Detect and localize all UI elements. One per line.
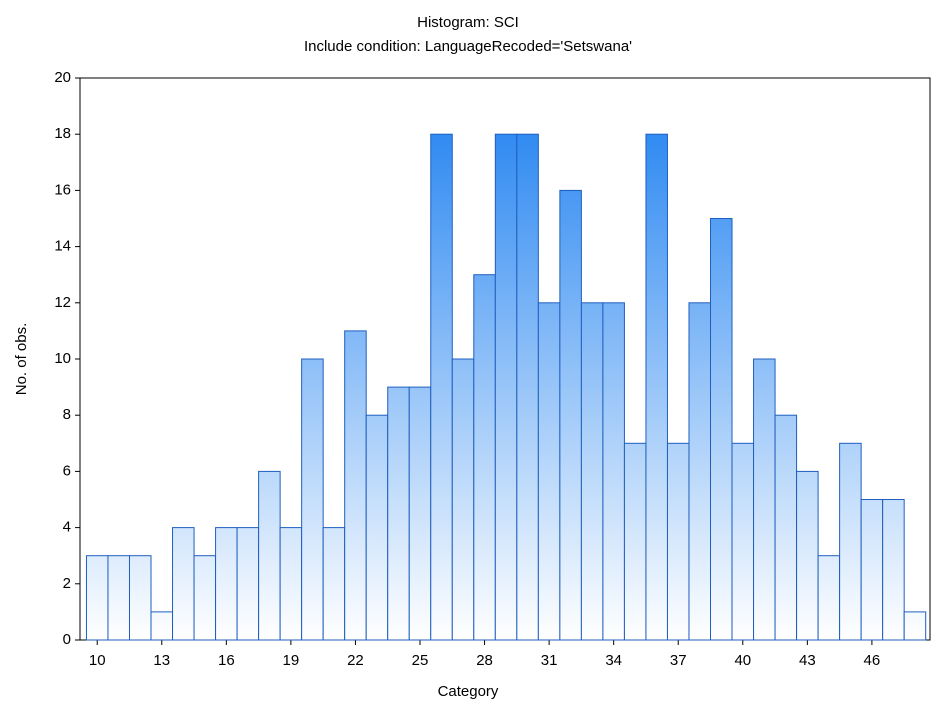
y-tick-label: 0 bbox=[63, 631, 71, 648]
bar bbox=[731, 442, 755, 641]
y-tick-label: 4 bbox=[63, 519, 71, 536]
bar bbox=[882, 499, 905, 641]
bar bbox=[623, 442, 647, 641]
x-tick-label: 31 bbox=[541, 652, 558, 669]
x-tick-label: 22 bbox=[347, 652, 364, 669]
x-tick-label: 19 bbox=[283, 652, 300, 669]
y-tick-label: 2 bbox=[63, 575, 71, 592]
bar bbox=[860, 499, 884, 641]
x-tick-label: 40 bbox=[734, 652, 751, 669]
x-tick-label: 10 bbox=[89, 652, 106, 669]
bar bbox=[903, 611, 927, 641]
chart-subtitle: Include condition: LanguageRecoded='Sets… bbox=[304, 38, 632, 55]
bar bbox=[193, 555, 217, 641]
bar bbox=[839, 442, 862, 641]
bar bbox=[666, 442, 690, 641]
x-tick-label: 43 bbox=[799, 652, 816, 669]
y-tick-label: 20 bbox=[54, 69, 71, 86]
chart-title: Histogram: SCI bbox=[417, 14, 519, 31]
bar bbox=[344, 330, 367, 641]
bar bbox=[645, 133, 668, 641]
y-tick-label: 14 bbox=[54, 238, 71, 255]
y-tick-label: 12 bbox=[54, 294, 71, 311]
bar bbox=[602, 302, 625, 641]
bar bbox=[537, 302, 561, 641]
bar bbox=[494, 133, 518, 641]
bar bbox=[258, 470, 281, 641]
x-tick-label: 25 bbox=[412, 652, 429, 669]
bar bbox=[774, 414, 798, 641]
bar bbox=[559, 189, 582, 641]
bar bbox=[215, 527, 238, 641]
bar bbox=[451, 358, 475, 641]
bar bbox=[365, 414, 389, 641]
x-tick-label: 46 bbox=[864, 652, 881, 669]
x-axis-label: Category bbox=[438, 683, 499, 700]
bar bbox=[796, 470, 819, 641]
bar bbox=[408, 386, 432, 641]
x-tick-label: 34 bbox=[605, 652, 622, 669]
x-tick-label: 28 bbox=[476, 652, 493, 669]
bar bbox=[301, 358, 324, 641]
bar bbox=[688, 302, 712, 641]
bar bbox=[279, 527, 303, 641]
y-tick-label: 18 bbox=[54, 125, 71, 142]
y-tick-label: 8 bbox=[63, 406, 71, 423]
bar bbox=[322, 527, 346, 641]
bar bbox=[172, 527, 195, 641]
bar bbox=[580, 302, 604, 641]
bar bbox=[430, 133, 453, 641]
bar bbox=[753, 358, 776, 641]
bar bbox=[516, 133, 539, 641]
bar bbox=[236, 527, 260, 641]
y-axis-label: No. of obs. bbox=[13, 323, 30, 396]
y-tick-label: 16 bbox=[54, 181, 71, 198]
y-tick-label: 10 bbox=[54, 350, 71, 367]
bar bbox=[387, 386, 410, 641]
bar bbox=[150, 611, 174, 641]
bar bbox=[107, 555, 130, 641]
bar bbox=[128, 555, 152, 641]
bar bbox=[85, 555, 109, 641]
y-tick-label: 6 bbox=[63, 462, 71, 479]
x-tick-label: 37 bbox=[670, 652, 687, 669]
bar bbox=[473, 274, 496, 641]
bar bbox=[710, 218, 733, 641]
x-tick-label: 16 bbox=[218, 652, 235, 669]
bar bbox=[817, 555, 841, 641]
x-tick-label: 13 bbox=[153, 652, 170, 669]
